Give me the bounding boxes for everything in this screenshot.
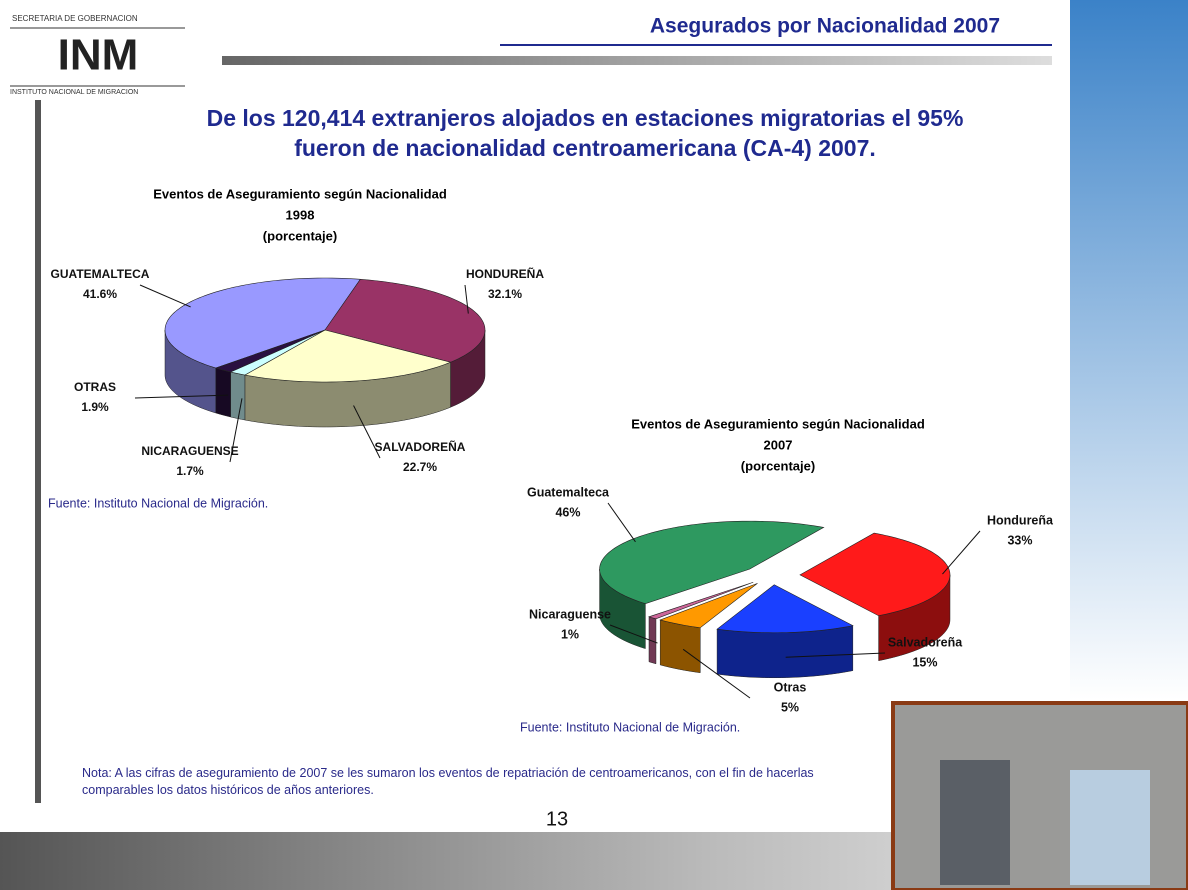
- chart-title: Eventos de Aseguramiento según Nacionali…: [153, 186, 447, 201]
- chart-unit: (porcentaje): [741, 458, 815, 473]
- slice: [244, 329, 452, 383]
- slice-label: HONDUREÑA: [466, 266, 544, 281]
- slice-value-label: 46%: [555, 505, 580, 519]
- page-number: 13: [546, 808, 568, 830]
- slice-value-label: 32.1%: [488, 287, 522, 301]
- slice: [659, 583, 758, 629]
- side-panel: [1070, 0, 1188, 700]
- slice-label: Guatemalteca: [527, 485, 610, 499]
- slice-value-label: 1.7%: [176, 464, 204, 478]
- slice-label: Salvadoreña: [888, 635, 963, 649]
- slice-value-label: 22.7%: [403, 460, 437, 474]
- slice-side: [230, 371, 246, 421]
- leader-line: [353, 405, 381, 459]
- slice: [324, 278, 486, 363]
- slice-side: [215, 367, 231, 418]
- slice-value-label: 1.9%: [81, 400, 109, 414]
- slice-label: Nicaraguense: [529, 607, 611, 621]
- slice-value-label: 15%: [912, 655, 937, 669]
- slice-value-label: 5%: [781, 700, 799, 714]
- leader-line: [785, 652, 886, 658]
- slice-label: OTRAS: [74, 380, 116, 394]
- leader-line: [139, 284, 191, 308]
- slice: [214, 329, 326, 373]
- headline: De los 120,414 extranjeros alojados en e…: [206, 105, 964, 161]
- slice-label: Otras: [774, 680, 807, 694]
- slice: [648, 581, 754, 620]
- chart-source: Fuente: Instituto Nacional de Migración.: [48, 496, 268, 510]
- leader-line: [607, 502, 636, 543]
- photo-figure: [940, 760, 1010, 885]
- leader-line: [229, 398, 243, 463]
- leader-line: [682, 648, 751, 699]
- leader-line: [609, 624, 658, 644]
- slice-label: Hondureña: [987, 513, 1054, 527]
- slice: [164, 277, 361, 369]
- slice: [599, 520, 825, 604]
- slice-label: NICARAGUENSE: [141, 444, 238, 458]
- slice: [716, 584, 854, 634]
- leader-line: [464, 284, 469, 314]
- logo-mark: INM: [58, 31, 139, 80]
- leader-line: [942, 530, 981, 575]
- chart-subtitle: 2007: [764, 437, 793, 452]
- slice-label: GUATEMALTECA: [51, 267, 150, 281]
- slice-label: SALVADOREÑA: [375, 439, 466, 454]
- logo-bottom: INSTITUTO NACIONAL DE MIGRACION: [10, 89, 138, 96]
- header-bar: [222, 56, 1052, 65]
- logo-top: SECRETARIA DE GOBERNACION: [12, 14, 138, 23]
- slice-side: [659, 619, 701, 674]
- slice-value-label: 41.6%: [83, 287, 117, 301]
- slice-value-label: 1%: [561, 627, 579, 641]
- chart-source: Fuente: Instituto Nacional de Migración.: [520, 720, 740, 734]
- header-title: Asegurados por Nacionalidad 2007: [650, 15, 1000, 38]
- left-bar: [35, 100, 41, 803]
- chart-subtitle: 1998: [286, 207, 315, 222]
- leader-line: [134, 394, 229, 399]
- slice-value-label: 33%: [1007, 533, 1032, 547]
- chart-title: Eventos de Aseguramiento según Nacionali…: [631, 416, 925, 431]
- slice: [799, 532, 951, 617]
- chart-unit: (porcentaje): [263, 228, 337, 243]
- note: Nota: A las cifras de aseguramiento de 2…: [82, 766, 814, 797]
- slice-side: [716, 625, 854, 679]
- photo-figure: [1070, 770, 1150, 885]
